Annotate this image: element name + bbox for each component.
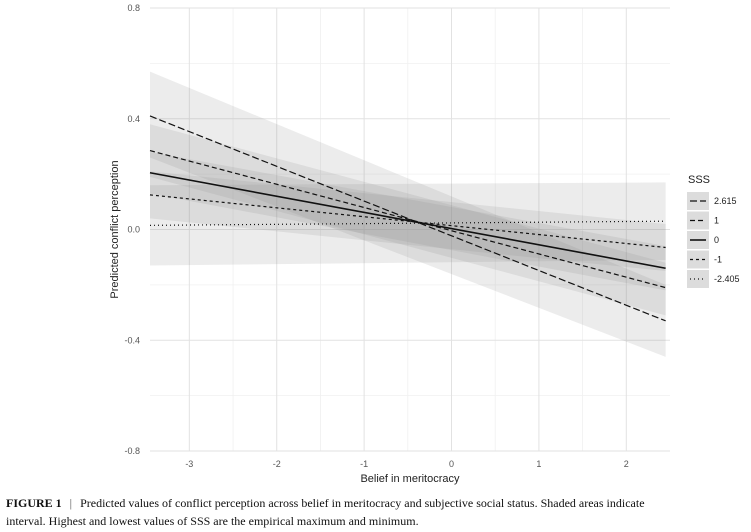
y-tick-label: 0.8 <box>127 3 140 13</box>
x-tick-label: 1 <box>536 459 541 469</box>
series-line <box>149 194 666 249</box>
legend-label: -2.405 <box>714 274 740 284</box>
x-tick-label: 2 <box>624 459 629 469</box>
y-tick-label: -0.4 <box>124 335 140 345</box>
legend-title: SSS <box>688 174 710 186</box>
series-lines <box>149 115 666 322</box>
x-tick-label: -2 <box>273 459 281 469</box>
legend-label: 1 <box>714 216 719 226</box>
caption-line-1: FIGURE 1 | Predicted values of conflict pe… <box>6 494 751 512</box>
legend-label: -1 <box>714 255 722 265</box>
caption-text-line-1: Predicted values of conflict perception … <box>80 496 645 510</box>
caption-text-line-2: interval. Highest and lowest values of S… <box>6 514 419 528</box>
series-line <box>149 115 666 322</box>
confidence-band <box>150 71 666 357</box>
legend-label: 0 <box>714 235 719 245</box>
x-tick-label: 0 <box>449 459 454 469</box>
y-tick-label: 0.4 <box>127 114 140 124</box>
chart-figure: -3 -2 -1 0 1 2 -0.8 -0.4 0.0 0.4 0.8 Belief in mer… <box>109 3 740 485</box>
series-line <box>149 171 666 270</box>
series-line <box>149 150 666 289</box>
legend-label: 2.615 <box>714 196 737 206</box>
y-tick-label: 0.0 <box>127 225 140 235</box>
legend: SSS 2.615 1 0 -1 -2.405 <box>687 174 740 288</box>
y-tick-label: -0.8 <box>124 446 140 456</box>
figure-caption: FIGURE 1 | Predicted values of conflict pe… <box>6 494 751 532</box>
y-axis-title: Predicted conflict perception <box>109 160 121 298</box>
caption-separator: | <box>69 496 73 510</box>
caption-figure-label: FIGURE 1 <box>6 496 62 510</box>
tick-labels: -3 -2 -1 0 1 2 -0.8 -0.4 0.0 0.4 0.8 <box>124 3 628 469</box>
x-tick-label: -3 <box>185 459 193 469</box>
x-tick-label: -1 <box>360 459 368 469</box>
x-axis-title: Belief in meritocracy <box>360 473 460 485</box>
confidence-band <box>150 182 666 266</box>
legend-key-background <box>687 192 709 210</box>
